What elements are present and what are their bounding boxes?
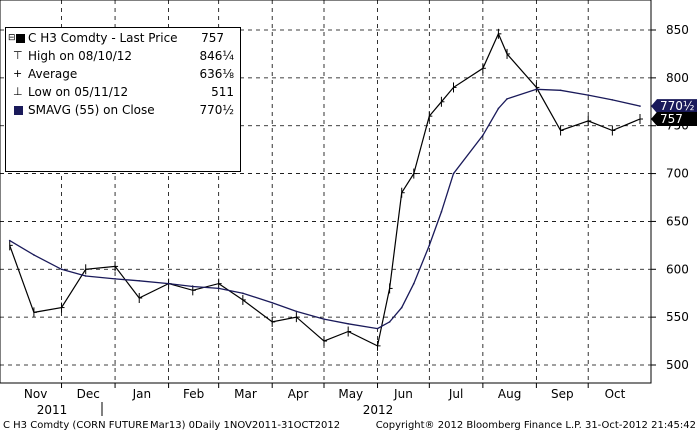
sma-point xyxy=(452,172,455,175)
sma-point xyxy=(506,98,508,100)
legend-row-average: + Average 636⅛ xyxy=(6,66,240,82)
legend-average-value: 636⅛ xyxy=(199,67,234,81)
x-tick-label: Apr xyxy=(288,387,309,401)
sma-point xyxy=(191,285,194,288)
sma-point xyxy=(412,282,415,285)
x-tick-label: Oct xyxy=(605,387,626,401)
sma-point xyxy=(347,323,349,325)
year-label: 2012 xyxy=(363,403,394,417)
year-label: 2011 xyxy=(37,403,68,417)
legend-average-label: Average xyxy=(28,67,78,81)
x-tick-label: Jul xyxy=(448,387,463,401)
x-tick-label: Feb xyxy=(183,387,204,401)
plot-frame xyxy=(0,0,652,384)
legend-sma-label: SMAVG (55) on Close xyxy=(28,103,155,117)
x-tick-label: Jun xyxy=(393,387,413,401)
sma-point xyxy=(138,279,141,282)
sma-point xyxy=(295,310,298,313)
sma-point xyxy=(33,254,35,256)
y-tick-label: 850 xyxy=(666,23,689,37)
footer-range: Mar13) 0Daily 1NOV2011-31OCT2012 xyxy=(150,420,341,431)
average-marker-icon: + xyxy=(13,67,23,80)
last-price-tag-shape xyxy=(651,112,697,127)
x-tick-label: Dec xyxy=(77,387,100,401)
footer-copyright: Copyright® 2012 Bloomberg Finance L.P. 3… xyxy=(375,420,696,431)
legend-low-label: Low on 05/11/12 xyxy=(28,85,129,99)
x-tick-label: Aug xyxy=(498,387,521,401)
sma-point xyxy=(167,282,170,285)
y-tick-label: 800 xyxy=(666,71,689,85)
legend-row-title: ⊟ C H3 Comdty - Last Price 757 xyxy=(6,30,240,46)
x-tick-label: May xyxy=(338,387,363,401)
sma-point xyxy=(497,107,500,110)
legend-high-value: 846¼ xyxy=(199,49,234,63)
footer: C H3 Comdty (CORN FUTURE Mar13) 0Daily 1… xyxy=(0,417,700,435)
sma-tag: 770½ xyxy=(651,99,697,114)
legend-row-low: ⊥ Low on 05/11/12 511 xyxy=(6,84,240,100)
last-price-tag: 757 xyxy=(651,112,697,127)
x-tick-label: Nov xyxy=(24,387,47,401)
legend-title-value: 757 xyxy=(201,31,224,45)
sma-point xyxy=(60,268,63,271)
sma-point xyxy=(559,89,562,92)
legend-sma-value: 770½ xyxy=(199,103,234,117)
high-marker-icon: ⊤ xyxy=(13,49,23,62)
y-tick-label: 550 xyxy=(666,310,689,324)
sma-swatch-icon xyxy=(12,104,24,116)
sma-point xyxy=(323,318,325,320)
x-tick-label: Sep xyxy=(551,387,574,401)
axis-layer: 500550600650700750800850NovDecJanFebMarA… xyxy=(24,23,697,417)
sma-point xyxy=(376,327,379,330)
sma-point xyxy=(482,134,484,137)
x-tick-label: Jan xyxy=(132,387,152,401)
sma-point xyxy=(8,239,11,242)
sma-point xyxy=(114,278,116,280)
sma-series xyxy=(8,88,641,330)
sma-point xyxy=(611,99,614,101)
legend-row-high: ⊤ High on 08/10/12 846¼ xyxy=(6,48,240,64)
sma-point xyxy=(428,244,431,247)
sma-point xyxy=(587,94,589,96)
legend-title: C H3 Comdty - Last Price xyxy=(28,31,178,45)
legend-high-label: High on 08/10/12 xyxy=(28,49,133,63)
sma-point xyxy=(271,301,273,304)
series-layer xyxy=(8,28,643,351)
y-tick-label: 500 xyxy=(666,358,689,372)
sma-point xyxy=(440,211,443,213)
legend-row-sma: SMAVG (55) on Close 770½ xyxy=(6,102,240,118)
footer-security: C H3 Comdty (CORN FUTURE xyxy=(3,420,149,431)
legend: ⊟ C H3 Comdty - Last Price 757 ⊤ High on… xyxy=(5,27,241,172)
sma-point xyxy=(242,292,244,295)
price-series xyxy=(9,28,643,351)
sma-point xyxy=(535,88,538,91)
sma-point xyxy=(639,105,641,107)
low-marker-icon: ⊥ xyxy=(13,85,23,98)
sma-point xyxy=(217,287,220,290)
legend-low-value: 511 xyxy=(211,85,234,99)
y-tick-label: 650 xyxy=(666,214,689,228)
collapse-icon: ⊟ xyxy=(8,32,25,44)
sma-point xyxy=(84,275,87,277)
sma-tag-label: 770½ xyxy=(660,99,695,113)
y-tick-label: 600 xyxy=(666,262,689,276)
last-price-tag-label: 757 xyxy=(660,112,683,126)
y-tick-label: 700 xyxy=(666,167,689,181)
sma-point xyxy=(388,321,391,323)
sma-tag-shape xyxy=(651,99,697,114)
sma-point xyxy=(400,306,403,309)
x-tick-label: Mar xyxy=(234,387,257,401)
